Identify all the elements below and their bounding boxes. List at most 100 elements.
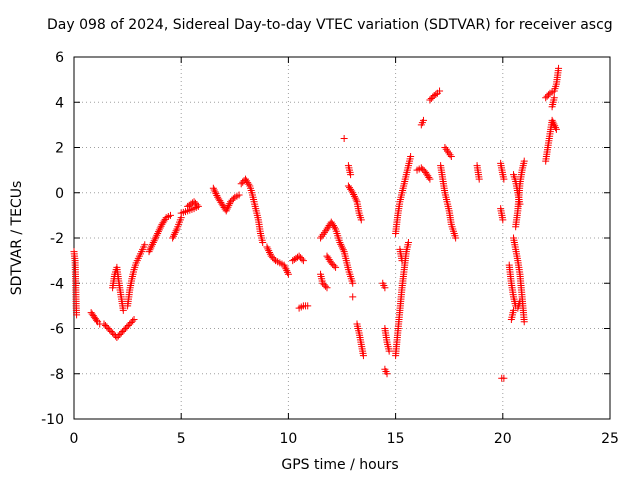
data-point	[552, 124, 560, 132]
data-point	[445, 149, 453, 157]
data-point	[146, 246, 154, 254]
data-point	[336, 239, 344, 247]
data-point	[427, 94, 435, 102]
data-point	[425, 173, 433, 181]
data-point	[284, 270, 292, 278]
y-axis-label: SDTVAR / TECUs	[9, 180, 25, 296]
data-point	[317, 234, 325, 242]
data-point	[298, 255, 306, 263]
data-point	[119, 328, 127, 336]
data-point	[116, 331, 124, 339]
data-point	[552, 125, 560, 133]
data-point	[500, 374, 508, 382]
data-point	[148, 242, 156, 250]
data-point	[171, 229, 179, 237]
data-point	[281, 263, 289, 271]
axis-ticks	[73, 56, 611, 420]
data-point	[124, 321, 132, 329]
data-point	[318, 232, 326, 240]
data-point	[338, 244, 346, 252]
data-point	[117, 329, 125, 337]
data-point	[127, 318, 135, 326]
data-point	[320, 281, 328, 289]
data-point	[166, 211, 174, 219]
data-point	[351, 194, 359, 202]
data-point	[73, 311, 81, 319]
data-point	[229, 195, 237, 203]
x-tick-labels: 0 5 10 15 20 25	[70, 431, 619, 447]
data-point	[225, 201, 233, 209]
data-point	[398, 257, 406, 265]
data-point	[357, 216, 365, 224]
data-point	[542, 94, 550, 102]
data-point	[259, 239, 267, 247]
data-point	[282, 265, 290, 273]
data-point	[152, 233, 160, 241]
data-point	[101, 321, 109, 329]
data-point	[228, 196, 236, 204]
data-point	[332, 263, 340, 271]
data-point	[441, 144, 449, 151]
data-point	[145, 248, 153, 256]
data-point	[404, 239, 412, 247]
x-tick-label: 25	[601, 431, 619, 447]
data-point	[119, 306, 127, 314]
data-point	[223, 205, 231, 213]
data-point	[520, 318, 528, 326]
data-point	[348, 187, 356, 195]
data-point	[319, 279, 327, 287]
data-point	[299, 257, 307, 265]
data-point	[103, 323, 111, 331]
y-tick-label: -8	[50, 367, 64, 383]
y-tick-label: -10	[41, 412, 64, 428]
y-tick-label: -6	[50, 322, 64, 338]
data-point	[227, 198, 235, 206]
x-axis-label: GPS time / hours	[281, 457, 399, 473]
data-point	[100, 320, 108, 328]
y-tick-label: 4	[55, 95, 64, 111]
y-tick-labels: -10 -8 -6 -4 -2 0 2 4 6	[41, 50, 64, 428]
data-point	[213, 191, 221, 199]
data-point	[104, 325, 112, 332]
data-point	[385, 347, 393, 355]
data-point	[280, 261, 288, 269]
data-point	[264, 245, 272, 253]
data-point	[329, 260, 337, 268]
data-point	[235, 191, 243, 199]
data-point	[499, 216, 507, 224]
data-point	[149, 239, 157, 247]
data-point	[194, 202, 202, 210]
y-tick-label: 6	[55, 50, 64, 66]
data-point	[383, 370, 391, 378]
data-point	[113, 334, 121, 342]
data-point	[419, 116, 427, 124]
data-point	[548, 116, 556, 124]
data-point	[549, 118, 557, 126]
data-point	[555, 64, 563, 72]
data-point	[265, 247, 273, 255]
data-point	[266, 248, 274, 256]
data-point	[147, 244, 155, 252]
data-point	[417, 164, 425, 172]
data-point	[193, 201, 201, 209]
data-point	[320, 229, 328, 237]
data-point	[419, 165, 427, 173]
data-point	[350, 191, 358, 199]
data-point	[543, 92, 551, 100]
y-tick-label: -4	[50, 276, 64, 292]
data-point	[550, 120, 558, 128]
data-point	[170, 230, 178, 238]
x-tick-label: 0	[70, 431, 79, 447]
x-tick-label: 5	[177, 431, 186, 447]
x-tick-label: 20	[494, 431, 512, 447]
data-point	[150, 237, 158, 245]
data-point	[500, 175, 508, 183]
data-point	[106, 326, 114, 334]
data-point	[154, 229, 162, 237]
data-point	[114, 332, 122, 340]
data-point	[141, 241, 149, 249]
data-point	[337, 240, 345, 248]
data-point	[297, 254, 305, 262]
x-tick-label: 15	[387, 431, 405, 447]
data-point	[156, 224, 164, 232]
